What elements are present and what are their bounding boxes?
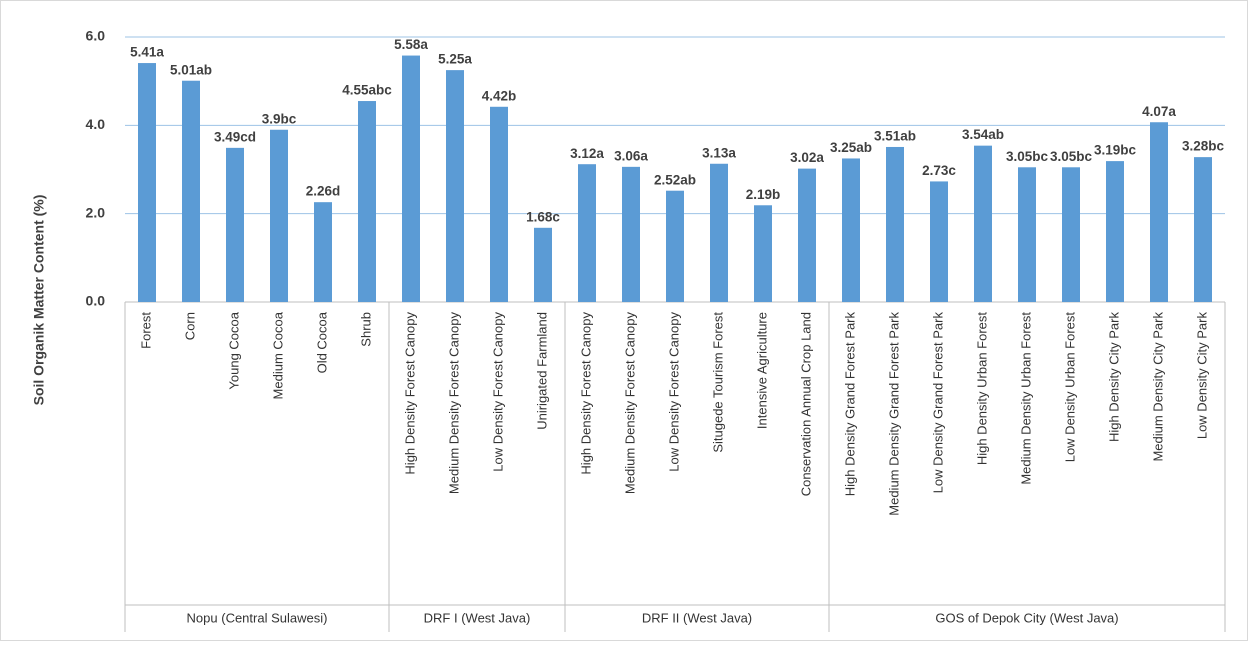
bar — [534, 227, 552, 302]
bar — [578, 164, 596, 302]
bar — [754, 205, 772, 302]
bar — [710, 163, 728, 302]
x-tick-label: Medium Density City Park — [1150, 312, 1165, 462]
x-tick-label: High Density Forest Canopy — [578, 312, 593, 475]
value-label: 3.51ab — [874, 129, 916, 144]
value-label: 1.68c — [526, 209, 560, 224]
bar — [138, 63, 156, 302]
group-label: GOS of Depok City (West Java) — [935, 610, 1118, 625]
value-label: 3.9bc — [262, 111, 297, 126]
group-label: DRF II (West Java) — [642, 610, 752, 625]
value-label: 3.12a — [570, 146, 604, 161]
value-label: 5.58a — [394, 37, 428, 52]
value-label: 2.19b — [746, 187, 781, 202]
bar — [974, 145, 992, 302]
value-label: 3.05bc — [1006, 149, 1049, 164]
value-label: 3.49cd — [214, 129, 256, 144]
x-tick-label: Forest — [138, 312, 153, 349]
bar — [1062, 167, 1080, 302]
value-label: 3.54ab — [962, 127, 1004, 142]
bar — [270, 129, 288, 302]
x-tick-label: Medium Density Grand Forest Park — [886, 312, 901, 516]
x-tick-label: Intensive Agriculture — [754, 312, 769, 429]
value-label: 2.52ab — [654, 172, 696, 187]
value-label: 4.07a — [1142, 104, 1176, 119]
y-tick-label: 2.0 — [86, 204, 106, 220]
x-tick-label: Low Density Forest Canopy — [666, 312, 681, 472]
bar — [182, 80, 200, 302]
x-tick-label: Medium Density Forest Canopy — [622, 312, 637, 495]
bar — [490, 106, 508, 303]
bar — [226, 147, 244, 302]
bar — [886, 146, 904, 302]
value-label: 3.05bc — [1050, 149, 1093, 164]
x-tick-label: High Density Urban Forest — [974, 312, 989, 466]
x-tick-label: Medium Cocoa — [270, 311, 285, 399]
bar — [314, 202, 332, 302]
y-axis-title: Soil Organik Matter Content (%) — [31, 195, 47, 406]
bar — [1018, 167, 1036, 302]
value-label: 2.73c — [922, 163, 956, 178]
x-tick-label: Conservation Annual Crop Land — [798, 312, 813, 496]
value-label: 5.01ab — [170, 62, 212, 77]
x-tick-label: Situgede Tourism Forest — [710, 312, 725, 453]
bar — [446, 70, 464, 302]
bar — [622, 166, 640, 302]
bar — [402, 55, 420, 302]
bar — [1150, 122, 1168, 302]
group-label: DRF I (West Java) — [424, 610, 531, 625]
value-label: 3.25ab — [830, 140, 872, 155]
value-label: 3.28bc — [1182, 139, 1225, 154]
bar — [358, 101, 376, 303]
x-tick-label: High Density City Park — [1106, 312, 1121, 443]
group-label: Nopu (Central Sulawesi) — [187, 610, 328, 625]
bar — [930, 181, 948, 302]
bar — [798, 168, 816, 302]
value-label: 3.13a — [702, 145, 736, 160]
bar — [666, 190, 684, 302]
bar — [842, 158, 860, 302]
value-label: 3.06a — [614, 148, 648, 163]
value-label: 4.42b — [482, 88, 517, 103]
bar — [1106, 161, 1124, 302]
x-tick-label: High Density Grand Forest Park — [842, 312, 857, 497]
x-tick-label: Unirigated Farmland — [534, 312, 549, 430]
y-tick-label: 0.0 — [86, 293, 106, 309]
y-tick-label: 6.0 — [86, 28, 106, 44]
x-tick-label: Low Density Grand Forest Park — [930, 312, 945, 494]
bar — [1194, 157, 1212, 302]
x-tick-label: Low Density City Park — [1194, 312, 1209, 440]
x-tick-label: Medium Density Forest Canopy — [446, 312, 461, 495]
value-label: 3.19bc — [1094, 143, 1137, 158]
x-tick-label: Medium Density Urban Forest — [1018, 312, 1033, 485]
value-label: 2.26d — [306, 184, 341, 199]
y-tick-label: 4.0 — [86, 116, 106, 132]
value-label: 5.25a — [438, 52, 472, 67]
x-tick-label: Shrub — [358, 312, 373, 347]
x-tick-label: Corn — [182, 312, 197, 340]
x-tick-label: Old Cocoa — [314, 311, 329, 373]
x-tick-label: Young Cocoa — [226, 311, 241, 389]
value-label: 4.55abc — [342, 83, 392, 98]
x-tick-label: High Density Forest Canopy — [402, 312, 417, 475]
value-label: 5.41a — [130, 45, 164, 60]
x-tick-label: Low Density Urban Forest — [1062, 312, 1077, 463]
value-label: 3.02a — [790, 150, 824, 165]
x-tick-label: Low Density Forest Canopy — [490, 312, 505, 472]
